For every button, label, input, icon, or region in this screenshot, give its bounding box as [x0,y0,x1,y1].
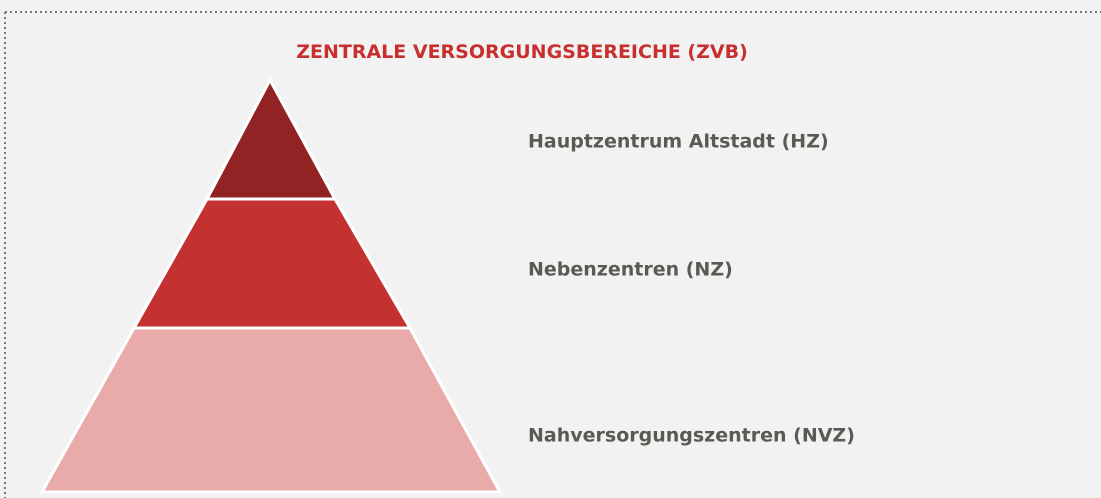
level-label: Nahversorgungszentren (NVZ) [528,425,855,447]
level-label: Nebenzentren (NZ) [528,259,733,281]
level-label: Hauptzentrum Altstadt (HZ) [528,131,829,153]
title: ZENTRALE VERSORGUNGSBEREICHE (ZVB) [296,41,748,63]
pyramid-bottom [39,326,503,494]
